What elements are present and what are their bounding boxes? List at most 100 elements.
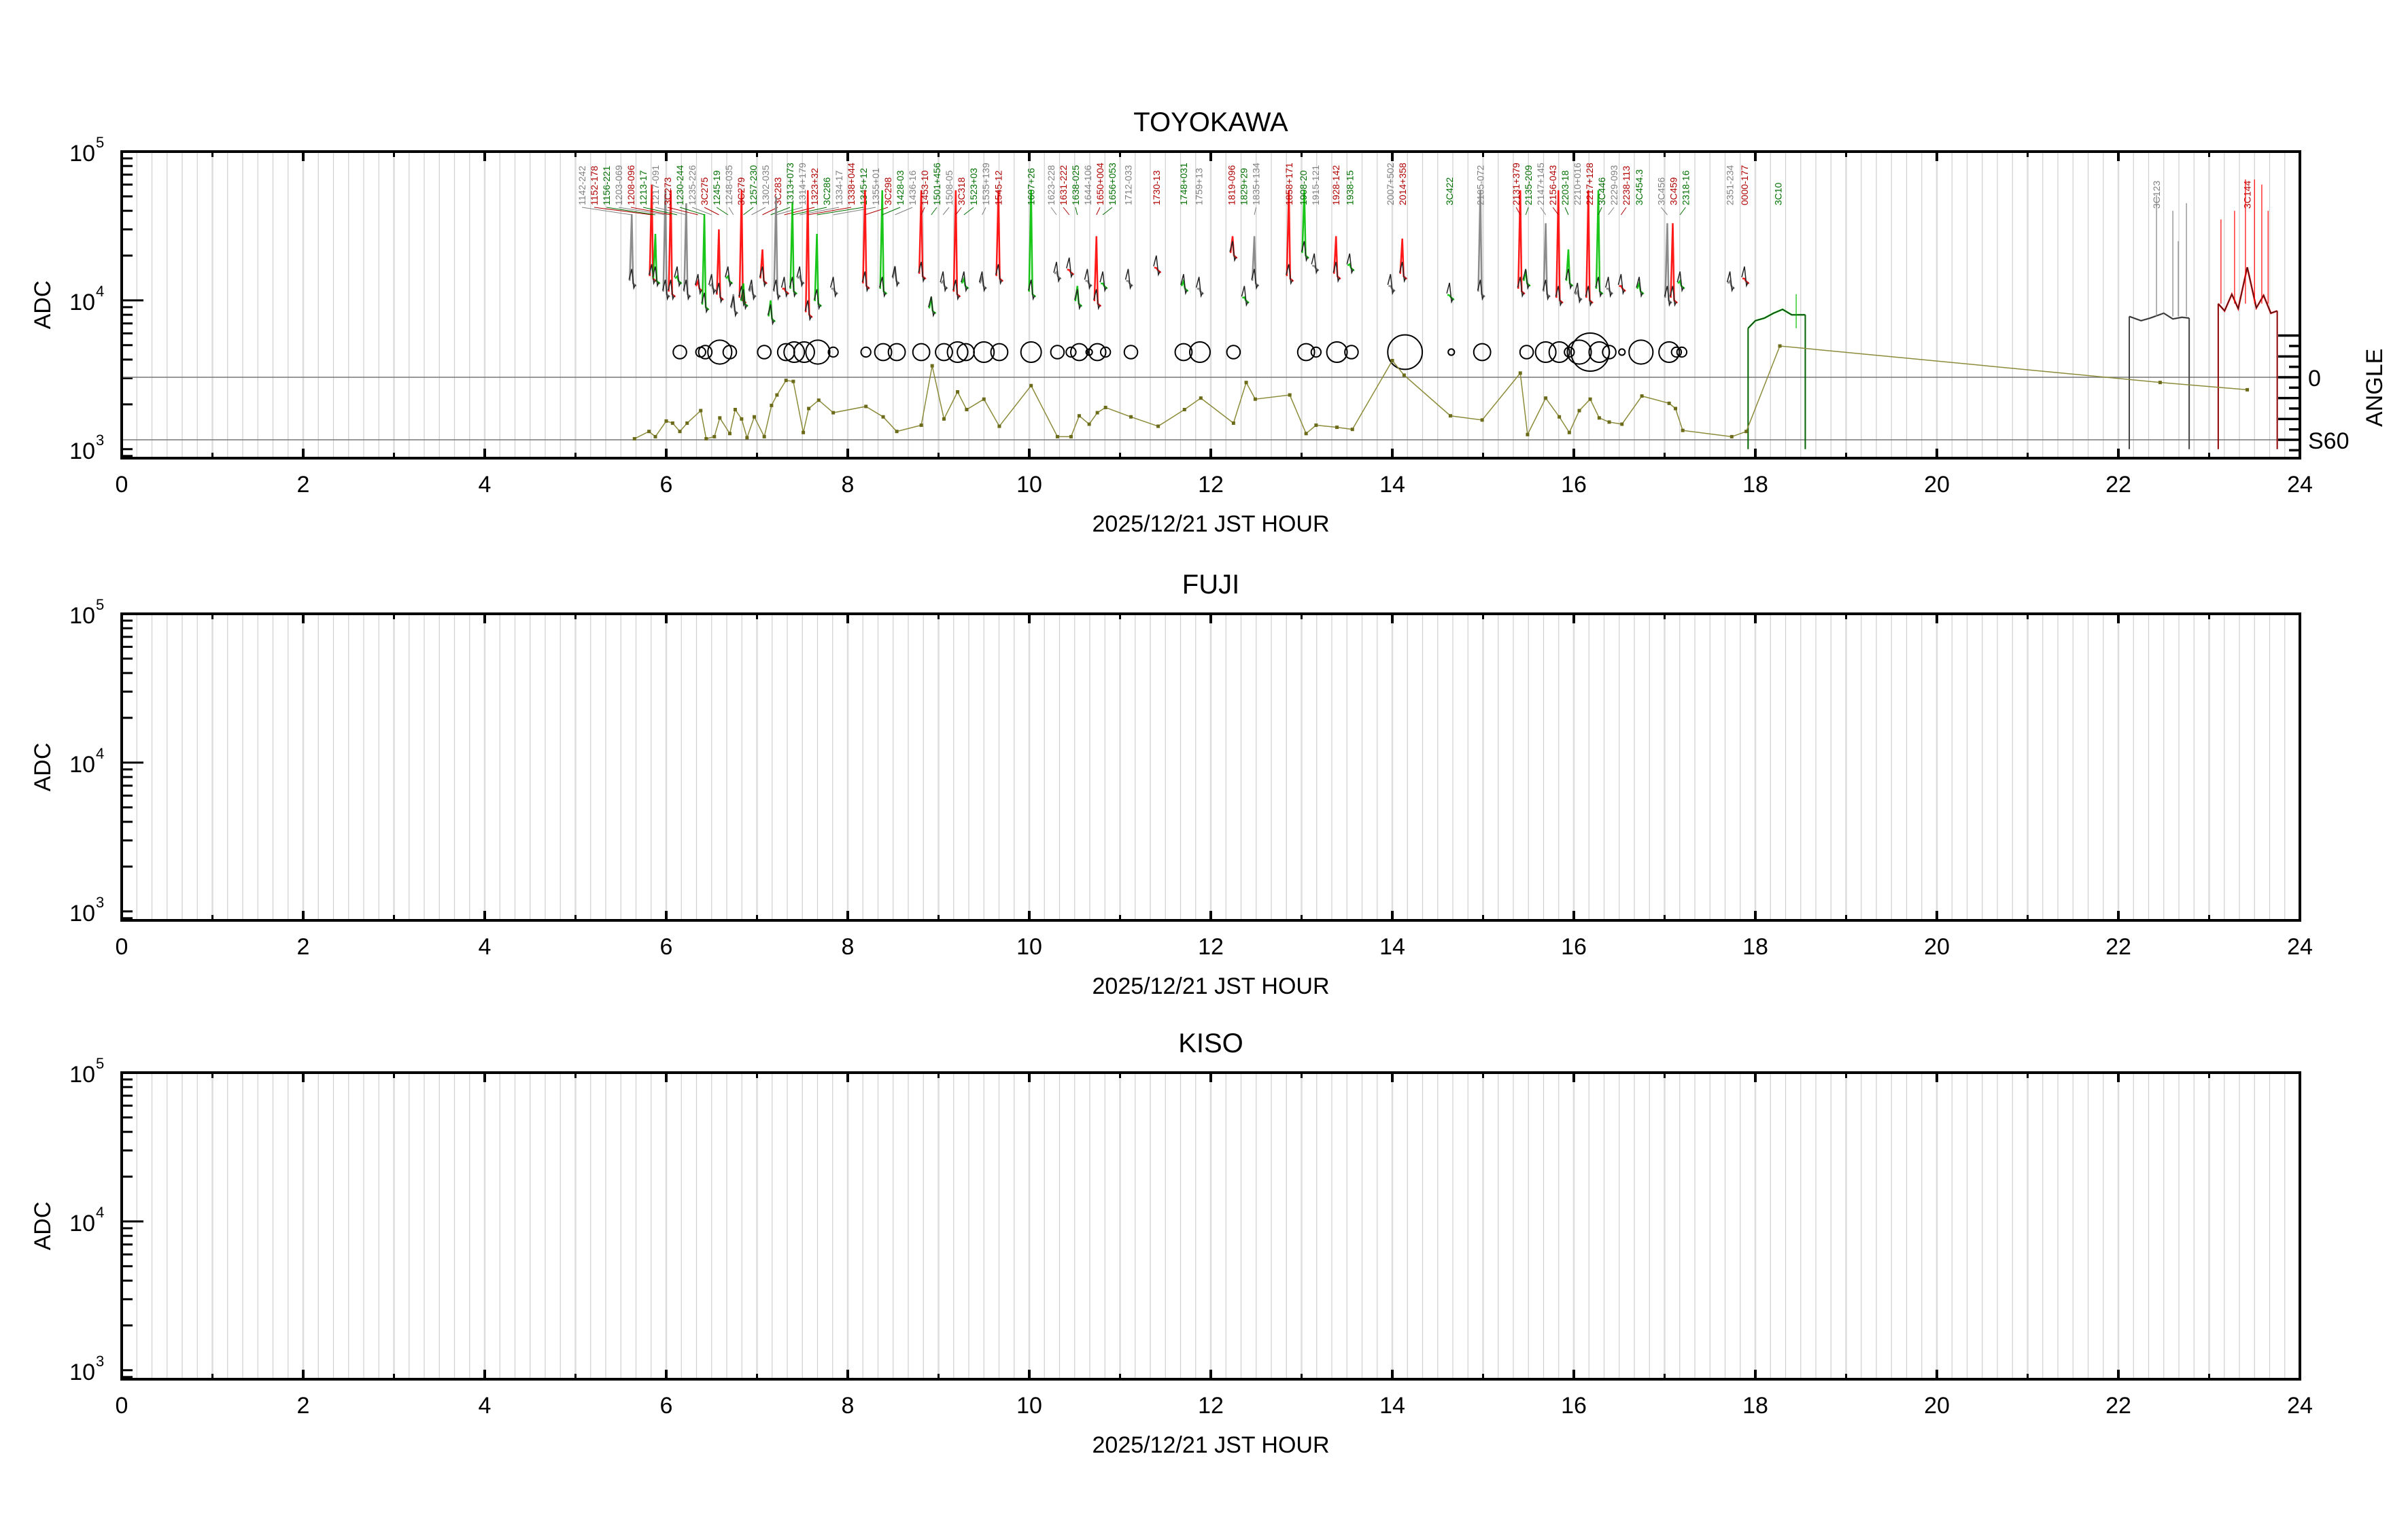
source-label: 2007+502: [1385, 162, 1396, 205]
beam-circle: [1676, 346, 1688, 358]
y-tick-exponent: 3: [96, 894, 104, 911]
source-trace: [1101, 282, 1108, 290]
source-trace: [1742, 277, 1750, 285]
source-label: 1644-106: [1082, 165, 1093, 205]
source-trace-mean: [748, 279, 756, 301]
source-trace: [1677, 279, 1685, 290]
source-trace: [1670, 223, 1678, 304]
angle-point: [745, 436, 749, 440]
angle-point: [678, 430, 682, 434]
source-trace: [1543, 223, 1551, 298]
source-trace: [782, 288, 790, 295]
source-label: 1436-16: [907, 170, 918, 205]
source-label: 1248-035: [723, 165, 734, 205]
beam-circle: [1020, 341, 1042, 363]
source-label-leader: [679, 207, 705, 215]
angle-point: [699, 409, 703, 413]
angle-point: [653, 434, 657, 438]
source-label-leader: [1096, 207, 1101, 215]
source-label: 1302-035: [760, 165, 771, 205]
source-trace: [1054, 271, 1062, 280]
source-trace: [1555, 190, 1564, 304]
angle-point: [1129, 415, 1133, 419]
source-label: 3C275: [699, 177, 710, 205]
source-trace: [1332, 236, 1341, 280]
beam-circle: [1548, 341, 1570, 363]
block-trace-mean: [2129, 313, 2190, 322]
source-label: 1535+139: [980, 162, 991, 205]
angle-point: [2158, 381, 2162, 385]
beam-circle: [1519, 345, 1534, 360]
source-trace-mean: [1093, 289, 1101, 311]
beam-circle: [1588, 341, 1611, 363]
source-label: 1730-13: [1151, 170, 1162, 205]
source-label-leader: [691, 207, 712, 215]
source-trace-mean: [725, 266, 732, 288]
source-label: 1208-096: [625, 165, 636, 205]
angle-point: [670, 421, 674, 425]
source-label: 3C283: [772, 177, 783, 205]
source-trace-mean: [1676, 271, 1685, 293]
beam-circle: [672, 345, 687, 360]
angle-point: [1526, 432, 1530, 436]
beam-circle: [722, 345, 738, 360]
plot-frame: [120, 612, 2301, 922]
x-tick-label: 20: [1924, 1393, 1950, 1419]
x-tick-label: 8: [842, 472, 855, 498]
source-label: 2318-16: [1680, 170, 1691, 205]
y-tick-label: 10: [69, 1360, 95, 1385]
angle-point: [1577, 409, 1581, 413]
source-label: 3C422: [1444, 177, 1455, 205]
y-tick-exponent: 5: [96, 1055, 104, 1072]
source-label: 1607+26: [1026, 168, 1037, 205]
source-label-leader: [751, 207, 766, 215]
source-label: 2210+016: [1572, 162, 1583, 205]
source-trace: [1251, 236, 1260, 287]
y-axis-label: ADC: [30, 743, 56, 792]
source-trace-mean: [683, 279, 691, 301]
source-trace: [1347, 262, 1355, 272]
source-trace-mean: [1251, 269, 1259, 290]
source-label: 1217-091: [650, 165, 661, 205]
angle-axis-label: ANGLE: [2362, 349, 2388, 427]
angle-point: [1314, 423, 1318, 428]
source-label: 1748+031: [1178, 162, 1189, 205]
angle-point: [816, 398, 821, 402]
beam-circle: [912, 343, 931, 362]
angle-point: [1402, 373, 1406, 377]
angle-point: [664, 419, 668, 423]
source-trace: [940, 279, 948, 290]
x-tick-label: 22: [2105, 1393, 2131, 1419]
angle-point: [1730, 434, 1734, 438]
source-label-leader: [931, 207, 938, 215]
angle-point: [1231, 421, 1235, 425]
source-label: 1545-12: [993, 170, 1004, 205]
source-trace: [1286, 190, 1294, 282]
source-trace: [708, 283, 717, 292]
source-label-leader: [1608, 207, 1615, 215]
source-label: 1829+29: [1239, 168, 1250, 205]
source-label: 3C273: [662, 177, 673, 205]
x-tick-label: 4: [479, 472, 492, 498]
source-trace-mean: [767, 304, 775, 326]
source-trace-mean: [961, 271, 968, 293]
source-trace: [1085, 279, 1093, 287]
source-label: 1203-069: [613, 165, 624, 205]
source-label-leader: [1050, 207, 1057, 215]
source-label: 1323+32: [809, 168, 820, 205]
beam-circle: [805, 339, 831, 365]
source-trace-mean: [1542, 279, 1550, 301]
x-tick-label: 12: [1198, 934, 1224, 960]
angle-point: [791, 379, 795, 383]
angle-point: [1597, 416, 1601, 420]
source-trace-mean: [674, 266, 682, 288]
angle-point: [685, 421, 689, 425]
source-label: 1623-228: [1046, 165, 1056, 205]
source-label: 2014+358: [1397, 162, 1408, 205]
beam-circle: [1564, 346, 1575, 358]
source-label-leader: [1102, 207, 1113, 215]
source-label: 1908-20: [1298, 170, 1309, 205]
angle-point: [762, 434, 766, 438]
